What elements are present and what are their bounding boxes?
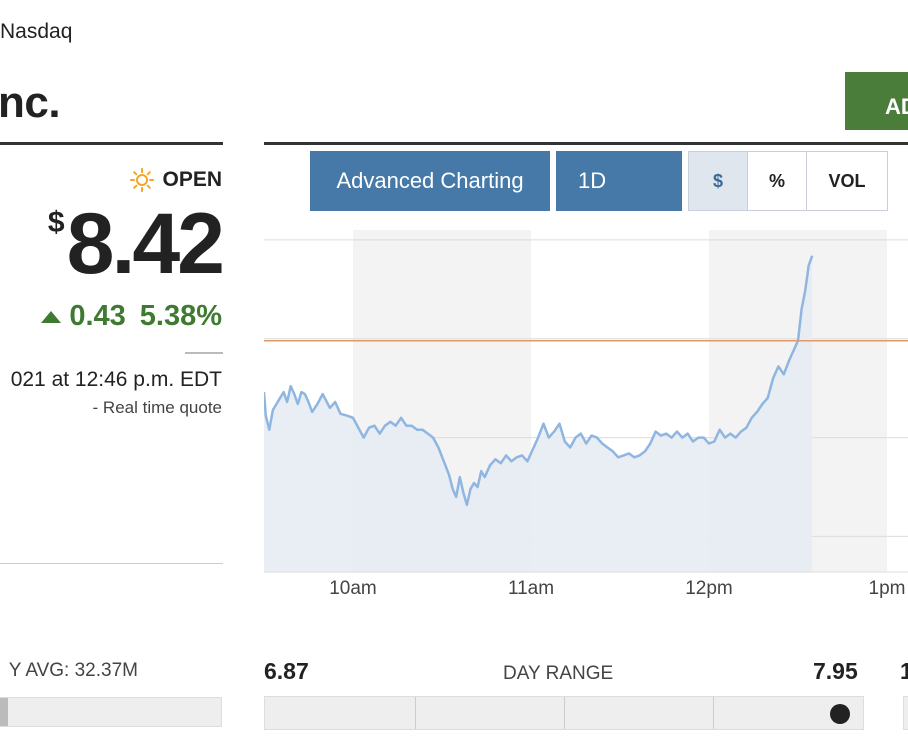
last-price: 8.42 bbox=[66, 196, 225, 292]
market-status: OPEN bbox=[130, 168, 222, 192]
day-range-label: DAY RANGE bbox=[503, 663, 614, 684]
quote-type: - Real time quote bbox=[92, 398, 222, 417]
dollar-toggle[interactable]: $ bbox=[689, 152, 747, 210]
day-range-marker bbox=[830, 704, 850, 724]
volume-bar bbox=[0, 697, 222, 727]
x-tick-label: 12pm bbox=[685, 578, 733, 599]
range-1d-button[interactable]: 1D bbox=[556, 151, 682, 211]
divider bbox=[185, 352, 223, 354]
day-range-low: 6.87 bbox=[264, 658, 309, 684]
volume-bar-fill bbox=[0, 698, 8, 726]
range-divider bbox=[564, 697, 565, 729]
x-tick-label: 11am bbox=[508, 578, 554, 599]
divider bbox=[264, 142, 908, 145]
next-stat-value: 1 bbox=[900, 658, 908, 684]
range-divider bbox=[415, 697, 416, 729]
currency-symbol: $ bbox=[47, 206, 65, 239]
advanced-charting-button[interactable]: Advanced Charting bbox=[310, 151, 550, 211]
price-change: 0.43 5.38% bbox=[41, 300, 222, 333]
market-status-label: OPEN bbox=[162, 168, 222, 191]
up-arrow-icon bbox=[41, 310, 62, 323]
price-line bbox=[264, 255, 814, 507]
chart-mode-toggle: $ % VOL bbox=[688, 151, 888, 211]
add-to-watchlist-button[interactable]: AD bbox=[845, 72, 908, 130]
exchange-label: Nasdaq bbox=[0, 20, 73, 43]
sun-icon bbox=[130, 168, 155, 192]
price-area bbox=[264, 255, 813, 572]
x-tick-label: 1pm bbox=[869, 578, 906, 599]
change-percent: 5.38% bbox=[139, 300, 222, 332]
price-block: $ 8.42 bbox=[47, 196, 225, 292]
range-divider bbox=[713, 697, 714, 729]
day-range-high: 7.95 bbox=[813, 658, 858, 684]
price-chart[interactable]: 10am 11am 12pm 1pm bbox=[264, 215, 908, 610]
average-volume-label: Y AVG: 32.37M bbox=[8, 660, 138, 681]
quote-timestamp: 021 at 12:46 p.m. EDT bbox=[10, 368, 222, 391]
volume-toggle[interactable]: VOL bbox=[806, 152, 887, 210]
company-name: nc. bbox=[0, 78, 61, 127]
next-stat-bar bbox=[903, 696, 908, 730]
change-value: 0.43 bbox=[69, 300, 126, 332]
percent-toggle[interactable]: % bbox=[747, 152, 806, 210]
x-tick-label: 10am bbox=[329, 578, 377, 599]
divider bbox=[0, 563, 223, 564]
divider bbox=[0, 142, 223, 145]
